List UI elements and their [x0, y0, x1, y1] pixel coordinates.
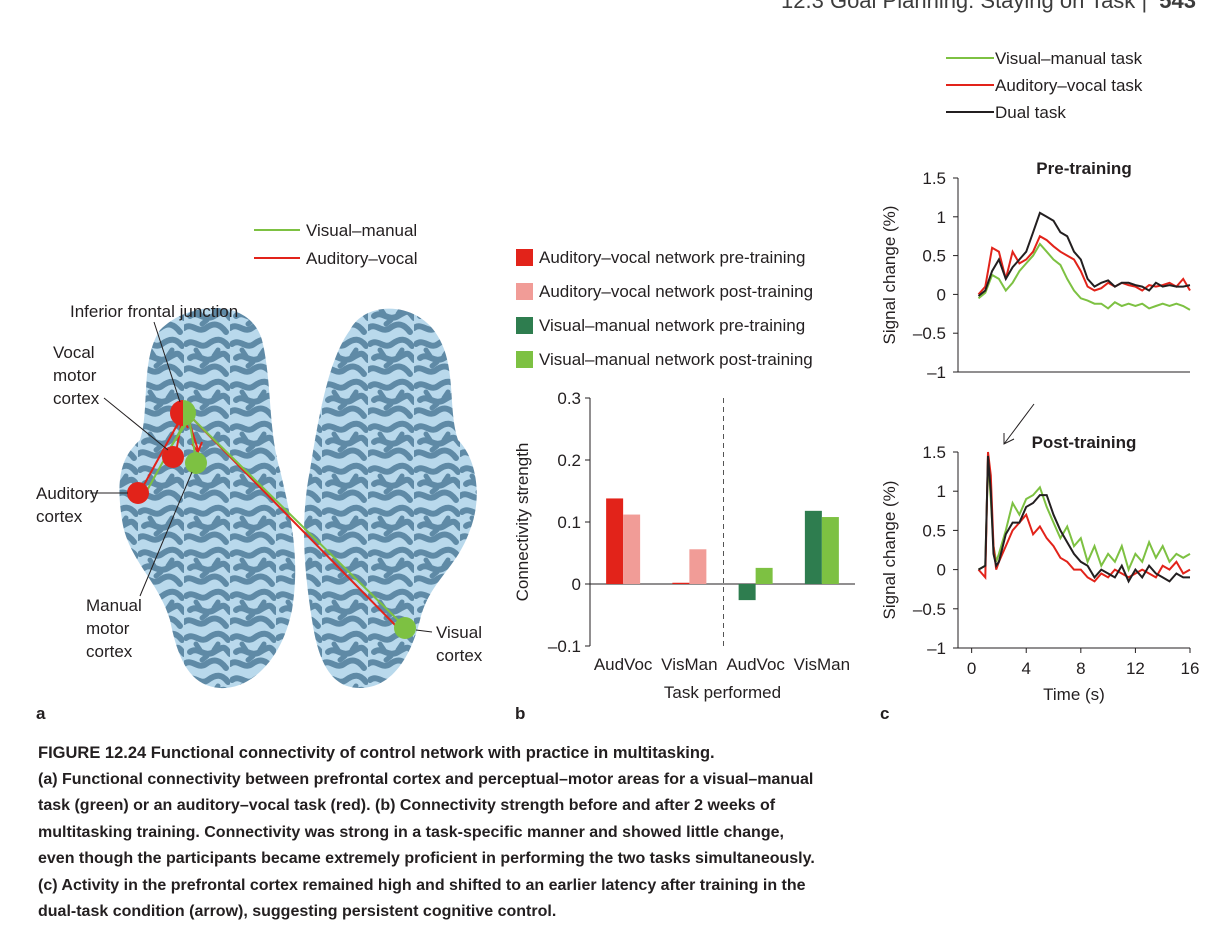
series-line [977, 211, 1191, 297]
label-vocal-motor-cortex: Vocal motor cortex [53, 343, 100, 408]
legend-swatch [516, 317, 533, 334]
header-page-number: 543 [1159, 0, 1196, 13]
y-tick-label: –1 [927, 363, 946, 382]
header-section: 12.3 Goal Planning: Staying on Task [781, 0, 1136, 13]
x-tick-label: AudVoc [594, 655, 653, 674]
bar [738, 584, 756, 601]
legend-visual-manual: Visual–manual [306, 221, 418, 240]
y-tick-label: 0.5 [922, 247, 946, 266]
y-tick-label: 0 [937, 561, 946, 580]
header-separator: | [1141, 0, 1148, 13]
label-visual-cortex: Visual cortex [436, 623, 483, 665]
vocal-motor-node [162, 446, 184, 468]
x-tick-label: 0 [967, 659, 976, 678]
arrow-head [1003, 433, 1015, 445]
y-tick-label: –0.5 [913, 600, 946, 619]
y-tick-label: –0.1 [548, 637, 581, 656]
caption-title: FIGURE 12.24 Functional connectivity of … [38, 744, 715, 762]
legend-label: Auditory–vocal network post-training [539, 282, 814, 301]
panel-b-letter: b [515, 704, 526, 723]
x-tick-label: VisMan [661, 655, 717, 674]
bar [804, 510, 822, 584]
arrow-shaft [1003, 403, 1035, 445]
y-tick-label: 0.1 [557, 513, 581, 532]
y-tick-label: 0.5 [922, 521, 946, 540]
x-axis-title: Task performed [664, 683, 781, 702]
y-axis-title: Connectivity strength [513, 443, 532, 602]
series-line [978, 459, 1191, 573]
y-axis-title: Signal change (%) [880, 206, 899, 345]
chart-title: Post-training [1032, 433, 1137, 452]
bar [623, 514, 641, 584]
right-hemisphere [304, 308, 477, 688]
legend-label: Visual–manual network pre-training [539, 316, 806, 335]
label-auditory-cortex: Auditory cortex [36, 484, 99, 526]
label-manual-motor-cortex: Manual motor cortex [86, 596, 142, 661]
panel-c-line-charts: 1.5 1 0.5 0 –0.5 –1 Signal change (%) Pre-train… [880, 159, 1200, 704]
legend-visual-manual-task: Visual–manual task [995, 49, 1143, 68]
label-leader-lines [90, 321, 433, 633]
caption-line: task (green) or an auditory–vocal task (… [38, 797, 776, 814]
caption-line: (a) Functional connectivity between pref… [38, 770, 814, 788]
y-tick-label: –0.5 [913, 324, 946, 343]
legend-auditory-vocal: Auditory–vocal [306, 249, 418, 268]
legend-dual-task: Dual task [995, 103, 1066, 122]
panel-c-letter: c [880, 704, 890, 723]
label-ifj: Inferior frontal junction [70, 302, 239, 321]
y-tick-label: 0.3 [557, 389, 581, 408]
bar [755, 567, 773, 584]
y-tick-label: 1 [937, 482, 946, 501]
bar [689, 549, 707, 584]
auditory-cortex-node [127, 482, 149, 504]
series-line [977, 242, 1191, 311]
legend-auditory-vocal-task: Auditory–vocal task [995, 76, 1143, 95]
visual-cortex-node [394, 617, 416, 639]
y-tick-label: 0.2 [557, 451, 581, 470]
legend-swatch [516, 283, 533, 300]
panel-c-legend-lines [946, 57, 994, 113]
y-tick-label: –1 [927, 639, 946, 658]
bar [672, 582, 690, 584]
x-tick-label: 12 [1126, 659, 1145, 678]
x-tick-label: 8 [1076, 659, 1085, 678]
legend-label: Auditory–vocal network pre-training [539, 248, 806, 267]
figure-caption: FIGURE 12.24 Functional connectivity of … [38, 740, 898, 926]
legend-swatch [516, 351, 533, 368]
panel-b-bar-chart: 0.3 0.2 0.1 0 –0.1 AudVoc VisMan AudVoc VisMan Ta… [513, 389, 855, 702]
bar [606, 498, 624, 584]
y-tick-label: 1 [937, 208, 946, 227]
y-tick-label: 0 [937, 285, 946, 304]
panel-a-letter: a [36, 704, 46, 723]
caption-line: (c) Activity in the prefrontal cortex re… [38, 876, 806, 894]
ifj-node [170, 400, 196, 426]
manual-motor-node [185, 452, 207, 474]
caption-line: even though the participants became extr… [38, 850, 815, 867]
chart-title: Pre-training [1036, 159, 1131, 178]
bar [821, 517, 839, 584]
x-tick-label: VisMan [794, 655, 850, 674]
series-line [978, 455, 1190, 584]
x-axis-title: Time (s) [1043, 685, 1105, 704]
series-line [977, 234, 1191, 296]
legend-swatch [516, 249, 533, 266]
y-tick-label: 1.5 [922, 443, 946, 462]
y-axis-title: Signal change (%) [880, 481, 899, 620]
left-hemisphere [119, 307, 296, 689]
caption-line: multitasking training. Connectivity was … [38, 823, 784, 841]
y-tick-label: 0 [572, 575, 581, 594]
latency-arrow [1003, 403, 1035, 445]
x-tick-label: 16 [1181, 659, 1200, 678]
panel-a-figure [90, 229, 477, 689]
running-header: 12.3 Goal Planning: Staying on Task | 54… [781, 0, 1196, 14]
x-tick-label: 4 [1022, 659, 1031, 678]
caption-line: dual-task condition (arrow), suggesting … [38, 903, 557, 920]
x-tick-label: AudVoc [726, 655, 785, 674]
y-tick-label: 1.5 [922, 169, 946, 188]
legend-label: Visual–manual network post-training [539, 350, 813, 369]
